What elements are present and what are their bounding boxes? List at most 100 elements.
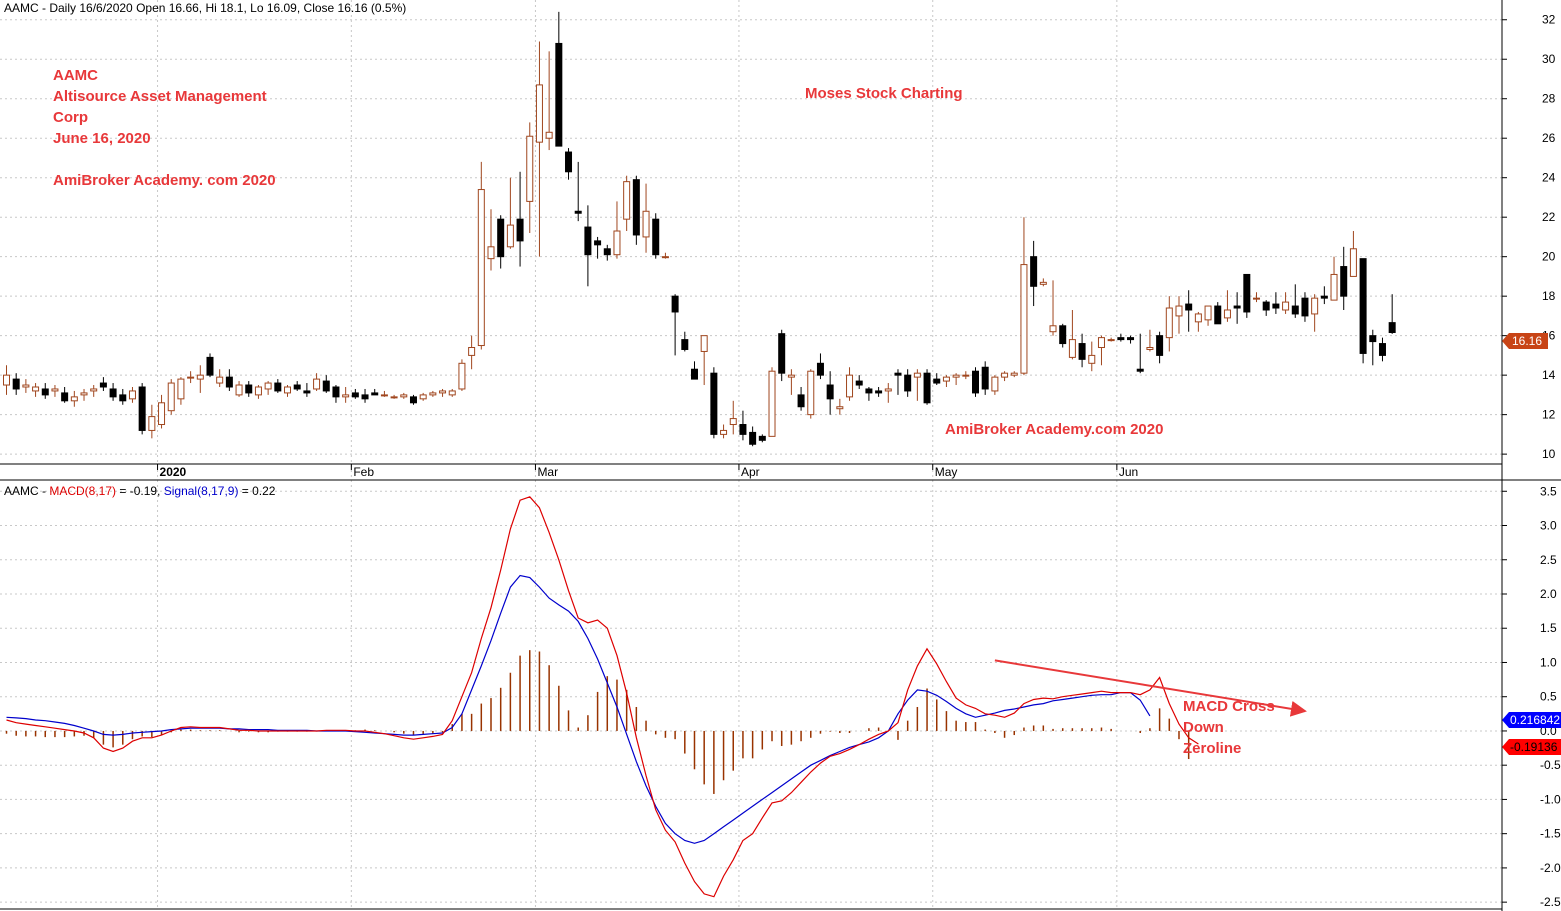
candle — [933, 373, 941, 386]
price-gridlines — [0, 0, 1502, 909]
candle — [739, 410, 747, 441]
candle — [487, 209, 495, 271]
candle-body — [1078, 343, 1086, 360]
candle — [836, 398, 844, 415]
candle — [1068, 309, 1076, 360]
macd-value-tag: -0.19136 — [1502, 739, 1561, 755]
candle-body — [1039, 281, 1047, 285]
month-label: 2020 — [160, 465, 187, 479]
candle — [80, 388, 88, 401]
candle — [797, 386, 805, 411]
candle-body — [720, 429, 728, 435]
candle-body — [1214, 305, 1222, 325]
candle — [816, 353, 824, 380]
candle-body — [642, 210, 650, 238]
candle-body — [32, 386, 40, 392]
candle-body — [293, 384, 301, 390]
candle — [652, 213, 660, 259]
candle-body — [22, 384, 30, 388]
candle — [1088, 341, 1096, 372]
candle-body — [206, 356, 214, 376]
candle — [409, 394, 417, 405]
candle-body — [1049, 325, 1057, 333]
candle-body — [565, 151, 573, 173]
candle-body — [1378, 343, 1386, 356]
candle — [1320, 286, 1328, 305]
candle-body — [661, 256, 669, 259]
candle-body — [1001, 372, 1009, 378]
candle — [332, 385, 340, 403]
macd-gridlines — [0, 490, 1502, 903]
candle — [1301, 292, 1309, 322]
candle — [942, 375, 950, 387]
annotation-down: Down — [1183, 719, 1224, 736]
macd-tick-label: 2.5 — [1540, 553, 1557, 567]
candle — [1194, 311, 1202, 332]
candle — [1001, 371, 1009, 382]
candle-body — [952, 374, 960, 378]
candle — [623, 175, 631, 232]
candle — [1165, 296, 1173, 352]
macd-tick-label: 3.5 — [1540, 484, 1557, 498]
candle-body — [826, 384, 834, 400]
candle-body — [1253, 297, 1261, 300]
candle — [671, 294, 679, 356]
candle — [235, 381, 243, 397]
candle-body — [778, 333, 786, 374]
candle-body — [1223, 309, 1231, 319]
candle — [913, 369, 921, 401]
candle — [361, 388, 369, 403]
candle-body — [254, 386, 262, 396]
candle-body — [400, 394, 408, 398]
candle — [1291, 284, 1299, 318]
candle — [51, 385, 59, 397]
candle — [419, 392, 427, 401]
macd-header-symbol: AAMC - — [4, 484, 49, 498]
candle — [468, 335, 476, 370]
candle-body — [991, 376, 999, 392]
candle-body — [690, 368, 698, 380]
candle-body — [1194, 313, 1202, 323]
macd-histogram — [5, 650, 1190, 794]
candle — [1010, 371, 1018, 378]
candle-body — [884, 388, 892, 392]
annotation-company: Altisource Asset Management — [53, 88, 267, 105]
candle-body — [623, 181, 631, 220]
candle-body — [758, 435, 766, 441]
candle — [225, 369, 233, 391]
price-tick-label: 32 — [1542, 13, 1556, 27]
annotation-site-bottom: AmiBroker Academy.com 2020 — [945, 421, 1163, 438]
candle-body — [923, 372, 931, 404]
candle — [981, 361, 989, 395]
candle-body — [652, 218, 660, 256]
candle-body — [545, 131, 553, 139]
candle-body — [477, 189, 485, 347]
price-tick-label: 24 — [1542, 171, 1556, 185]
candle-body — [1068, 339, 1076, 358]
candle — [12, 373, 20, 395]
candle — [972, 367, 979, 397]
candle — [22, 379, 30, 393]
candle — [477, 161, 485, 350]
macd-tick-label: 0.5 — [1540, 690, 1557, 704]
candle — [274, 379, 282, 393]
candle — [826, 371, 834, 415]
candle — [594, 236, 602, 259]
candle — [1272, 292, 1280, 314]
price-header: AAMC - Daily 16/6/2020 Open 16.66, Hi 18… — [4, 1, 406, 15]
candle — [1359, 258, 1367, 364]
candle — [1253, 292, 1261, 303]
candle-body — [70, 396, 78, 402]
candle-body — [768, 370, 776, 437]
candle — [923, 369, 931, 405]
candle — [1117, 333, 1125, 342]
candle — [1175, 296, 1183, 334]
candle-body — [371, 392, 379, 396]
candle — [351, 388, 359, 399]
candle-body — [632, 179, 640, 236]
candle-body — [1272, 303, 1280, 309]
candle — [245, 381, 253, 397]
candle — [555, 11, 563, 147]
candle — [1039, 278, 1047, 287]
candle-body — [216, 376, 224, 384]
